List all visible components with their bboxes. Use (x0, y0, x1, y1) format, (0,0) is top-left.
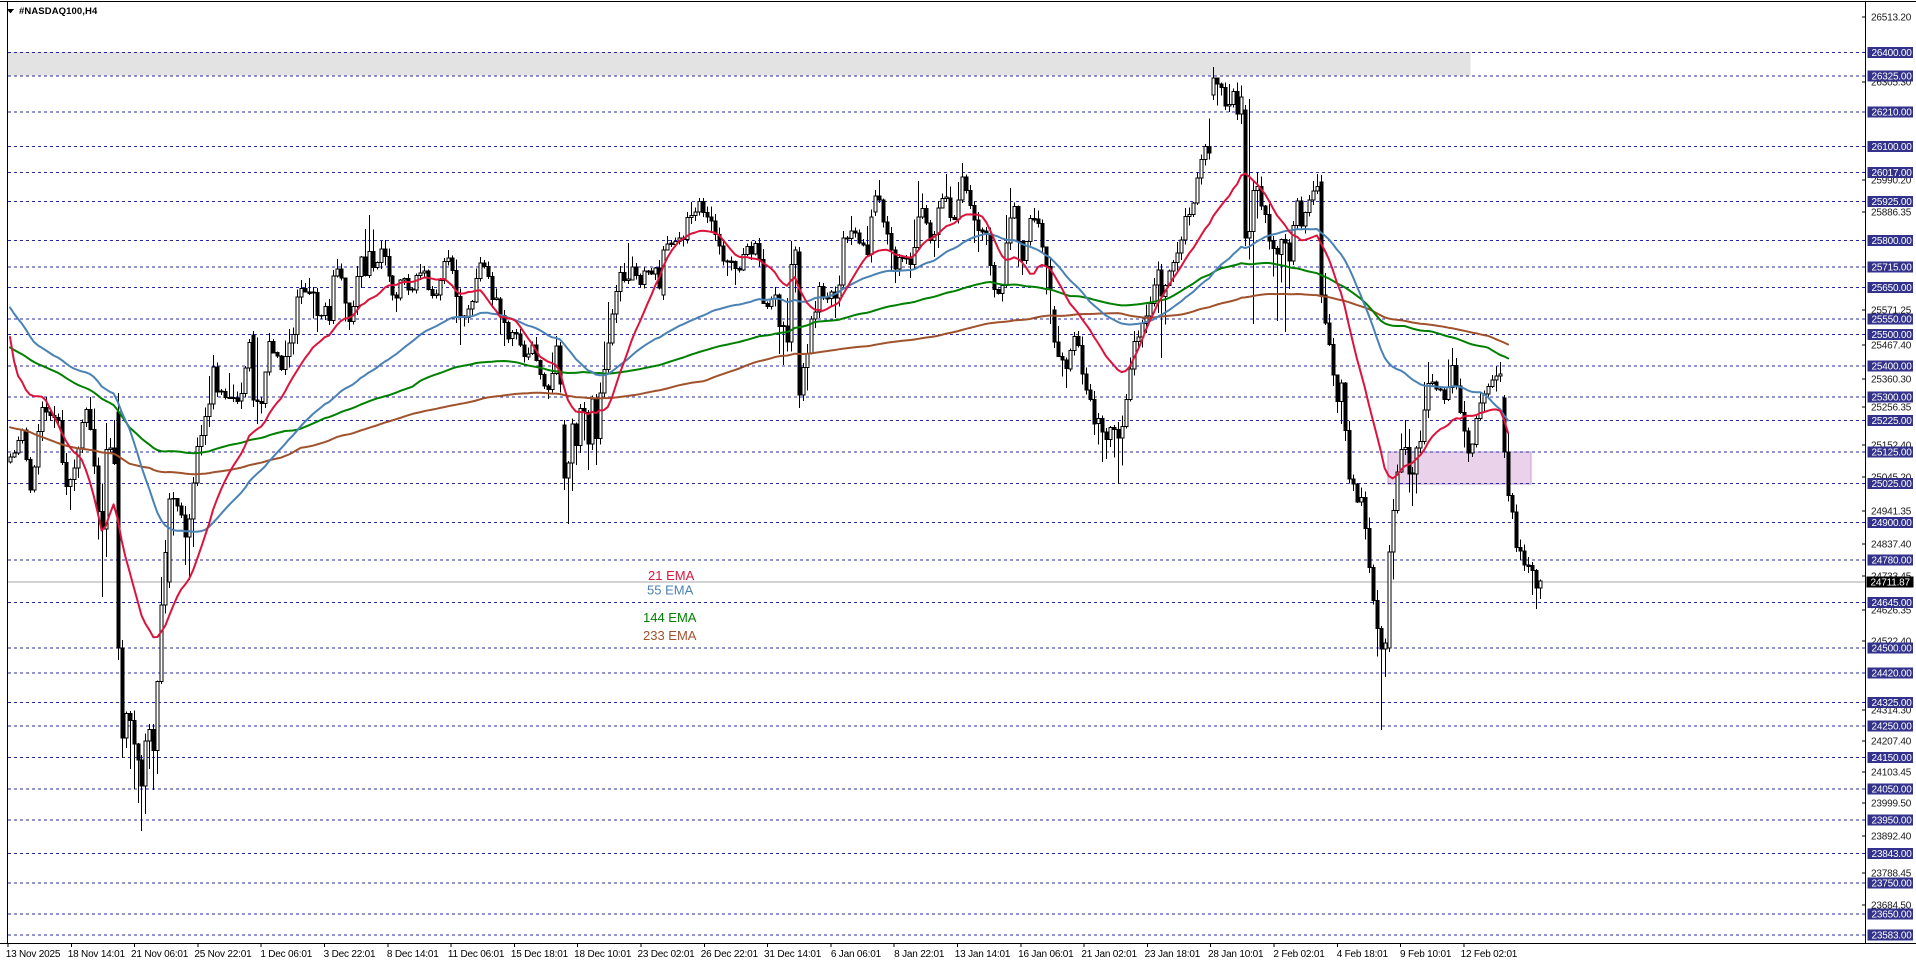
svg-text:23 Jan 18:01: 23 Jan 18:01 (1145, 949, 1201, 960)
svg-text:25800.00: 25800.00 (1872, 236, 1913, 247)
svg-text:26100.00: 26100.00 (1872, 142, 1913, 153)
svg-text:23999.50: 23999.50 (1871, 799, 1912, 810)
svg-text:25225.00: 25225.00 (1872, 416, 1913, 427)
svg-text:25400.00: 25400.00 (1872, 361, 1913, 372)
svg-text:24780.00: 24780.00 (1872, 556, 1913, 567)
svg-text:12 Feb 02:01: 12 Feb 02:01 (1461, 949, 1518, 960)
svg-text:23583.00: 23583.00 (1872, 931, 1913, 942)
svg-text:21 Jan 02:01: 21 Jan 02:01 (1081, 949, 1137, 960)
svg-text:13 Nov 2025: 13 Nov 2025 (6, 949, 61, 960)
svg-text:23950.00: 23950.00 (1872, 816, 1913, 827)
svg-text:25571.25: 25571.25 (1871, 306, 1912, 317)
svg-text:26325.00: 26325.00 (1872, 72, 1913, 83)
svg-text:55 EMA: 55 EMA (647, 583, 694, 598)
svg-text:26 Dec 22:01: 26 Dec 22:01 (701, 949, 759, 960)
svg-text:25467.40: 25467.40 (1871, 341, 1912, 352)
svg-text:144 EMA: 144 EMA (643, 610, 697, 625)
svg-text:15 Dec 18:01: 15 Dec 18:01 (511, 949, 569, 960)
svg-text:26305.30: 26305.30 (1871, 78, 1912, 89)
svg-text:24250.00: 24250.00 (1872, 722, 1913, 733)
svg-text:26400.00: 26400.00 (1872, 48, 1913, 59)
svg-text:4 Feb 18:01: 4 Feb 18:01 (1337, 949, 1389, 960)
svg-text:6 Jan 06:01: 6 Jan 06:01 (831, 949, 882, 960)
svg-text:#NASDAQ100,H4: #NASDAQ100,H4 (19, 6, 98, 17)
svg-text:25990.20: 25990.20 (1871, 176, 1912, 187)
svg-text:21 EMA: 21 EMA (648, 568, 695, 583)
svg-text:24150.00: 24150.00 (1872, 753, 1913, 764)
svg-text:24420.00: 24420.00 (1872, 668, 1913, 679)
svg-text:25300.00: 25300.00 (1872, 393, 1913, 404)
svg-text:25650.00: 25650.00 (1872, 283, 1913, 294)
svg-text:13 Jan 14:01: 13 Jan 14:01 (955, 949, 1011, 960)
svg-text:25360.30: 25360.30 (1871, 375, 1912, 386)
svg-text:26210.00: 26210.00 (1872, 108, 1913, 119)
svg-text:24103.45: 24103.45 (1871, 768, 1912, 779)
svg-text:1 Dec 06:01: 1 Dec 06:01 (260, 949, 312, 960)
svg-text:24314.30: 24314.30 (1871, 706, 1912, 717)
svg-text:23788.45: 23788.45 (1871, 869, 1912, 880)
svg-text:11 Dec 06:01: 11 Dec 06:01 (448, 949, 505, 960)
svg-text:23843.00: 23843.00 (1872, 849, 1913, 860)
svg-text:233 EMA: 233 EMA (643, 628, 697, 643)
svg-text:25550.00: 25550.00 (1872, 314, 1913, 325)
svg-text:24050.00: 24050.00 (1872, 784, 1913, 795)
svg-text:26017.00: 26017.00 (1872, 168, 1913, 179)
svg-text:24325.00: 24325.00 (1872, 698, 1913, 709)
svg-text:26513.20: 26513.20 (1871, 13, 1912, 24)
svg-text:23892.40: 23892.40 (1871, 832, 1912, 843)
svg-text:21 Nov 06:01: 21 Nov 06:01 (131, 949, 189, 960)
svg-text:24500.00: 24500.00 (1872, 643, 1913, 654)
svg-text:2 Feb 02:01: 2 Feb 02:01 (1273, 949, 1325, 960)
svg-text:25256.35: 25256.35 (1871, 403, 1912, 414)
svg-text:25152.40: 25152.40 (1871, 441, 1912, 452)
svg-text:25715.00: 25715.00 (1872, 263, 1913, 274)
svg-text:16 Jan 06:01: 16 Jan 06:01 (1018, 949, 1074, 960)
svg-text:9 Feb 10:01: 9 Feb 10:01 (1400, 949, 1452, 960)
svg-text:24837.40: 24837.40 (1871, 540, 1912, 551)
svg-text:3 Dec 22:01: 3 Dec 22:01 (324, 949, 376, 960)
svg-text:25025.00: 25025.00 (1872, 479, 1913, 490)
svg-text:24941.35: 24941.35 (1871, 507, 1912, 518)
svg-text:24207.40: 24207.40 (1871, 737, 1912, 748)
svg-text:23650.00: 23650.00 (1872, 910, 1913, 921)
svg-text:25925.00: 25925.00 (1872, 197, 1913, 208)
svg-text:8 Jan 22:01: 8 Jan 22:01 (894, 949, 945, 960)
svg-text:8 Dec 14:01: 8 Dec 14:01 (387, 949, 439, 960)
svg-text:24711.87: 24711.87 (1871, 578, 1911, 589)
svg-text:25500.00: 25500.00 (1872, 330, 1913, 341)
svg-text:24900.00: 24900.00 (1872, 518, 1913, 529)
svg-text:25125.00: 25125.00 (1872, 448, 1913, 459)
svg-text:23 Dec 02:01: 23 Dec 02:01 (637, 949, 695, 960)
svg-text:25 Nov 22:01: 25 Nov 22:01 (194, 949, 252, 960)
svg-text:25886.35: 25886.35 (1871, 208, 1912, 219)
svg-text:24522.40: 24522.40 (1871, 637, 1912, 648)
svg-text:18 Nov 14:01: 18 Nov 14:01 (68, 949, 126, 960)
svg-text:23684.50: 23684.50 (1871, 901, 1912, 912)
svg-text:28 Jan 10:01: 28 Jan 10:01 (1208, 949, 1264, 960)
svg-text:24626.35: 24626.35 (1871, 606, 1912, 617)
svg-text:18 Dec 10:01: 18 Dec 10:01 (574, 949, 632, 960)
svg-text:24645.00: 24645.00 (1872, 598, 1913, 609)
svg-text:31 Dec 14:01: 31 Dec 14:01 (764, 949, 822, 960)
svg-text:23750.00: 23750.00 (1872, 878, 1913, 889)
